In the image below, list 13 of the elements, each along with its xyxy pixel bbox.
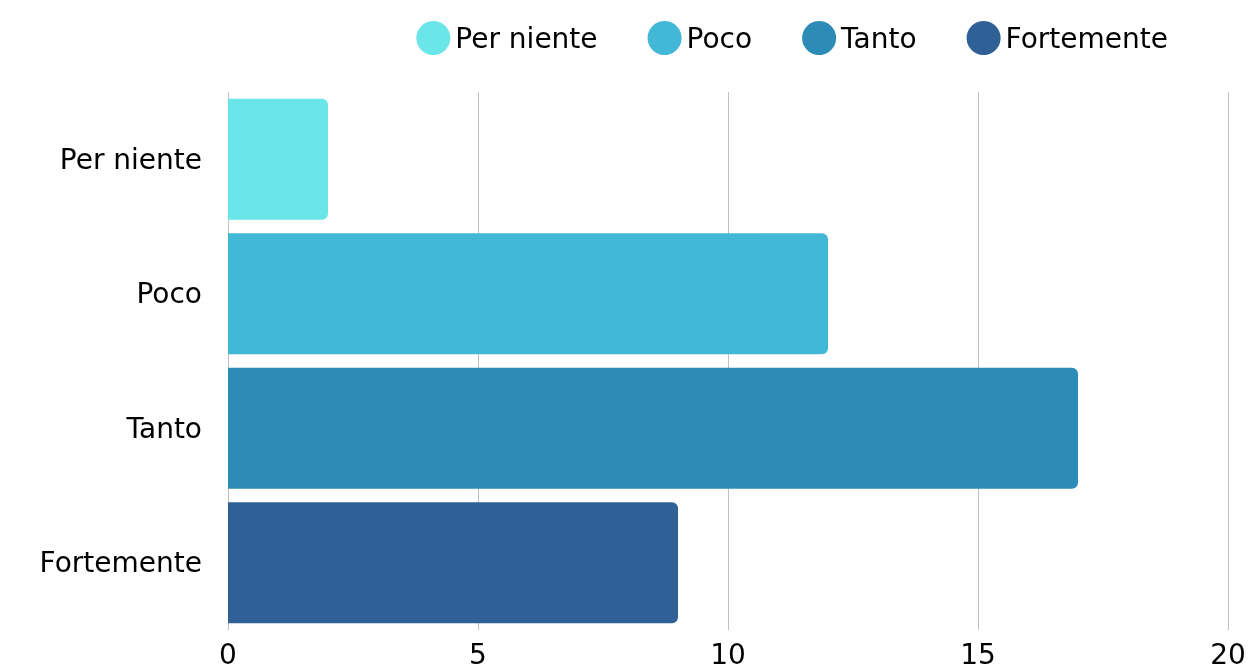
x-tick-label: 20: [1210, 637, 1246, 671]
legend-label: Fortemente: [1005, 21, 1169, 55]
legend-label: Poco: [686, 21, 753, 55]
y-tick-label: Poco: [136, 277, 202, 311]
x-tick-label: 15: [960, 637, 996, 671]
x-tick-label: 5: [469, 637, 487, 671]
y-tick-label: Tanto: [125, 411, 202, 445]
y-tick-label: Fortemente: [39, 546, 202, 580]
x-tick-label: 0: [219, 637, 237, 671]
x-tick-label: 10: [710, 637, 746, 671]
y-tick-label: Per niente: [59, 142, 202, 176]
legend-label: Tanto: [840, 21, 917, 55]
legend-label: Per niente: [455, 21, 598, 55]
